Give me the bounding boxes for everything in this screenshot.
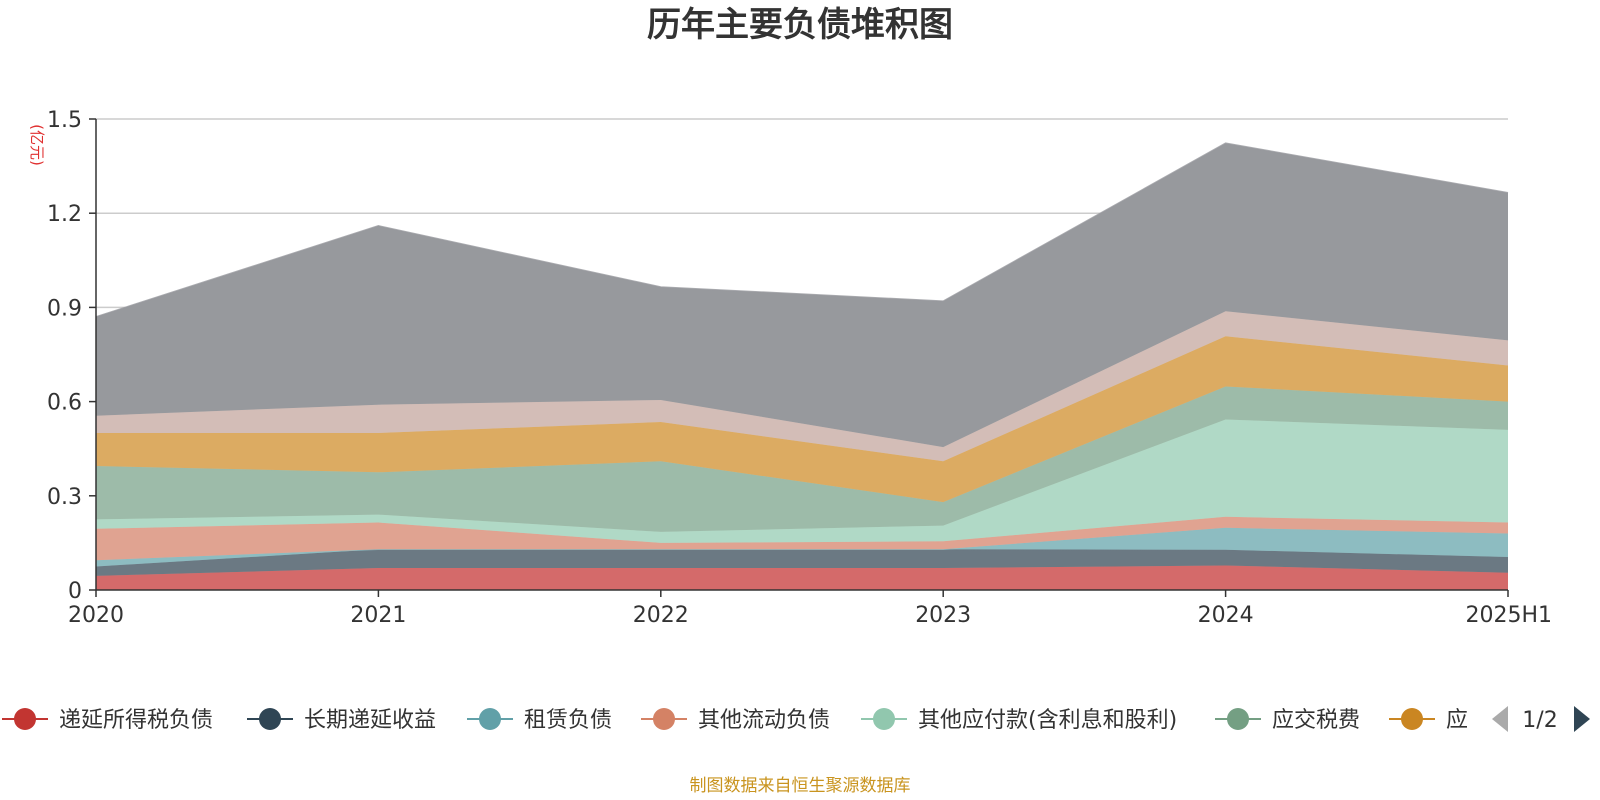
y-tick-label: 0.9 [47, 296, 82, 321]
legend-label: 长期递延收益 [304, 708, 436, 733]
y-tick-label: 0 [68, 579, 82, 604]
axes [95, 119, 1508, 591]
legend-label: 应交税费 [1272, 708, 1360, 733]
legend-item[interactable]: 长期递延收益 [247, 708, 436, 733]
y-tick-label: 1.2 [47, 202, 82, 227]
y-tick-label: 0.3 [47, 485, 82, 510]
x-tick-label: 2023 [915, 603, 971, 628]
line-series-9 [95, 142, 1509, 318]
area-series-6 [96, 386, 1508, 532]
y-axis-ticks: 0 0.3 0.6 0.9 1.2 1.5 [47, 108, 96, 604]
legend-marker [873, 708, 895, 730]
legend-item[interactable]: 租赁负债 [467, 708, 612, 733]
legend-label: 递延所得税负债 [59, 708, 213, 733]
legend-prev-page-button[interactable] [1492, 706, 1508, 732]
legend-item[interactable]: 其他流动负债 [641, 708, 830, 733]
legend-marker [1227, 708, 1249, 730]
legend-marker [14, 708, 36, 730]
legend-label: 其他应付款(含利息和股利) [918, 708, 1177, 733]
legend-page-indicator: 1/2 [1522, 708, 1557, 733]
area-series-3 [96, 527, 1508, 567]
legend-item[interactable]: 应 [1389, 708, 1468, 733]
x-tick-label: 2020 [68, 603, 124, 628]
legend-item[interactable]: 递延所得税负债 [2, 708, 213, 733]
data-source-note: 制图数据来自恒生聚源数据库 [690, 776, 911, 796]
chart-title: 历年主要负债堆积图 [647, 5, 953, 45]
area-series-9 [96, 143, 1508, 448]
x-tick-label: 2025H1 [1465, 603, 1552, 628]
legend-marker [653, 708, 675, 730]
legend-label: 应 [1446, 708, 1468, 733]
y-tick-label: 0.6 [47, 391, 82, 416]
area-series-2 [96, 549, 1508, 576]
area-series-8 [96, 311, 1508, 462]
legend-marker [479, 708, 501, 730]
chevron-right-icon [1574, 706, 1590, 732]
x-tick-label: 2022 [633, 603, 689, 628]
legend-label: 其他流动负债 [698, 708, 830, 733]
x-tick-label: 2024 [1198, 603, 1254, 628]
x-tick-label: 2021 [350, 603, 406, 628]
legend-next-page-button[interactable] [1574, 706, 1590, 732]
chevron-left-icon [1492, 706, 1508, 732]
y-tick-label: 1.5 [47, 108, 82, 133]
legend-item[interactable]: 其他应付款(含利息和股利) [861, 708, 1177, 733]
area-series-7 [96, 336, 1508, 503]
legend: 递延所得税负债 长期递延收益 租赁负债 其他流动负债 其他应付款(含利息和股利) 应交税费… [2, 708, 1468, 733]
x-axis-ticks: 2020 2021 2022 2023 2024 2025H1 [68, 590, 1552, 628]
y-axis-unit: (亿元) [28, 124, 46, 166]
legend-item[interactable]: 应交税费 [1215, 708, 1360, 733]
legend-label: 租赁负债 [524, 708, 612, 733]
legend-marker [259, 708, 281, 730]
area-series [95, 142, 1509, 590]
legend-marker [1401, 708, 1423, 730]
area-series-1 [96, 565, 1508, 590]
area-series-5 [96, 419, 1508, 543]
